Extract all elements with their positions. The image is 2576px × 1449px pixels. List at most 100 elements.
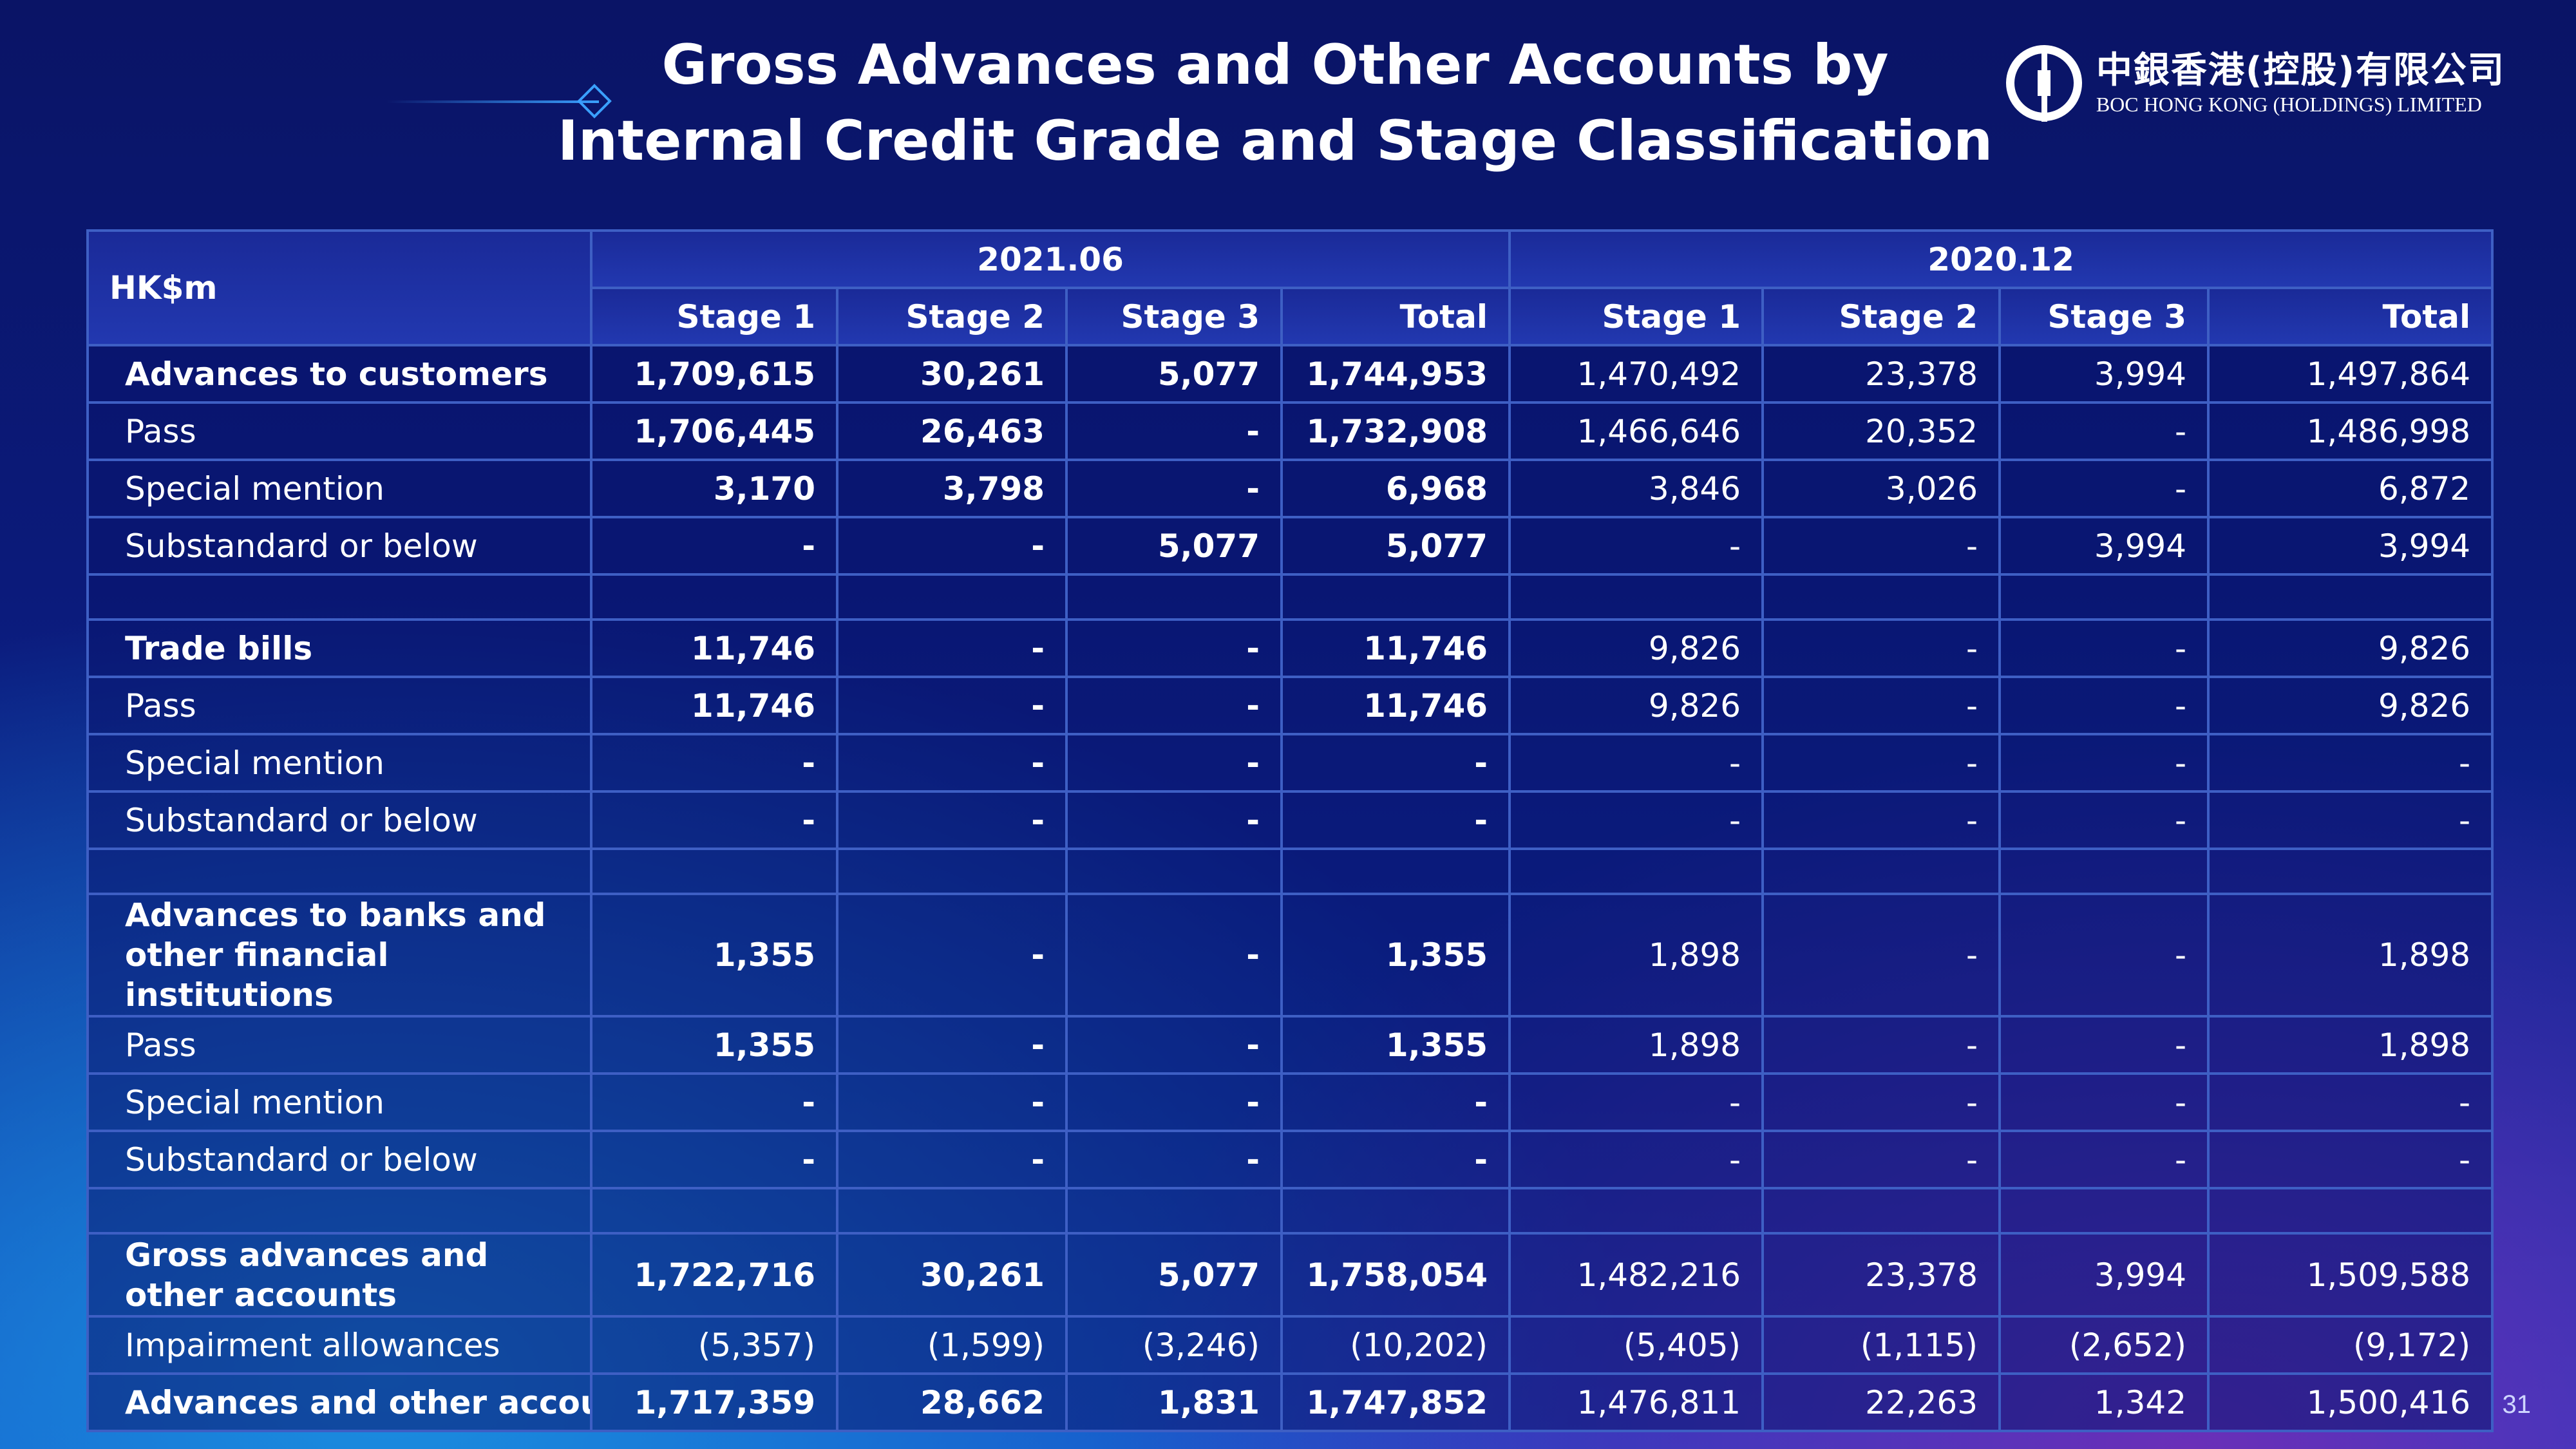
spacer-cell [2207,848,2494,895]
value-cell: - [1508,1072,1765,1132]
row-label: Special mention [86,733,592,793]
value-cell: 11,746 [1280,676,1511,735]
value-cell: - [1065,401,1283,461]
spacer-cell [2207,573,2494,621]
row-label: Pass [86,401,592,461]
value-cell: 1,706,445 [590,401,838,461]
value-cell: 23,378 [1761,1232,2002,1318]
value-cell: - [836,676,1068,735]
value-cell: - [1998,459,2210,518]
table-row: Impairment allowances (5,357) (1,599) (3,24… [86,1315,2494,1375]
value-cell: 3,798 [836,459,1068,518]
value-cell: 30,261 [836,344,1068,404]
value-cell: - [1761,1130,2002,1189]
value-cell: - [1998,618,2210,678]
value-cell: 9,826 [2207,618,2494,678]
table-row: Trade bills 11,746- -11,746 9,826- -9,826 [86,618,2494,678]
value-cell: 1,355 [1280,1015,1511,1075]
unit-header: HK$m [86,229,592,346]
spacer-row [86,1187,2494,1235]
value-cell: - [1065,1072,1283,1132]
row-label: Special mention [86,459,592,518]
row-label: Substandard or below [86,516,592,576]
spacer-cell [1508,573,1765,621]
value-cell: - [1998,790,2210,850]
value-cell: 3,026 [1761,459,2002,518]
value-cell: - [1761,733,2002,793]
row-label: Trade bills [86,618,592,678]
value-cell: 1,722,716 [590,1232,838,1318]
slide-title: Gross Advances and Other Accounts by Int… [0,27,2550,179]
value-cell: 1,500,416 [2207,1372,2494,1432]
value-cell: 1,747,852 [1280,1372,1511,1432]
value-cell: 3,994 [2207,516,2494,576]
value-cell: - [1761,1015,2002,1075]
value-cell: 3,170 [590,459,838,518]
value-cell: 1,898 [1508,1015,1765,1075]
spacer-cell [836,848,1068,895]
spacer-cell [1998,1187,2210,1235]
value-cell: - [1998,401,2210,461]
spacer-cell [1065,573,1283,621]
row-label: Advances and other accounts [86,1372,592,1432]
table-row: Special mention - - - - - - - - [86,733,2494,793]
value-cell: - [2207,1130,2494,1189]
value-cell: - [836,790,1068,850]
value-cell: - [1065,618,1283,678]
spacer-cell [836,1187,1068,1235]
table-row: Substandard or below - -5,077 5,077- -3,994 3… [86,516,2494,576]
value-cell: - [1280,733,1511,793]
table-row: Gross advances and other accounts 1,722,7… [86,1232,2494,1318]
table-row: Advances to customers 1,709,615 30,261 5,07… [86,344,2494,404]
value-cell: - [1761,893,2002,1018]
value-cell: - [836,733,1068,793]
value-cell: (2,652) [1998,1315,2210,1375]
value-cell: - [836,1015,1068,1075]
value-cell: - [836,1130,1068,1189]
value-cell: 1,509,588 [2207,1232,2494,1318]
row-label: Pass [86,1015,592,1075]
spacer-cell [590,848,838,895]
value-cell: 1,470,492 [1508,344,1765,404]
stage-header: Stage 1 [590,287,838,346]
value-cell: - [590,1130,838,1189]
value-cell: - [590,1072,838,1132]
slide-title-line-2: Internal Credit Grade and Stage Classifi… [557,109,1993,173]
spacer-cell [1280,848,1511,895]
value-cell: - [836,1072,1068,1132]
value-cell: - [1761,1072,2002,1132]
row-label: Gross advances and other accounts [86,1232,592,1318]
credit-grade-table: HK$m 2021.06 2020.12 Stage 1 Stage 2 Sta… [86,229,2494,1432]
row-label: Impairment allowances [86,1315,592,1375]
value-cell: (5,357) [590,1315,838,1375]
value-cell: 1,355 [1280,893,1511,1018]
stage-header: Total [1280,287,1511,346]
table-row: Pass 1,706,445 26,463-1,732,908 1,466,646 20… [86,401,2494,461]
value-cell: - [1508,790,1765,850]
table-row: Special mention 3,170 3,798-6,968 3,846 3,02… [86,459,2494,518]
period-header-2020-12: 2020.12 [1508,229,2494,289]
row-label: Substandard or below [86,790,592,850]
value-cell: 3,846 [1508,459,1765,518]
value-cell: 11,746 [590,676,838,735]
value-cell: 30,261 [836,1232,1068,1318]
value-cell: - [590,733,838,793]
spacer-cell [1280,1187,1511,1235]
value-cell: - [1065,790,1283,850]
value-cell: 5,077 [1065,516,1283,576]
decorative-line [386,100,599,103]
table-row: Advances and other accounts1,717,35928,6… [86,1372,2494,1432]
table-row: Pass 11,746- -11,746 9,826- -9,826 [86,676,2494,735]
value-cell: 1,355 [590,893,838,1018]
spacer-cell [86,848,592,895]
value-cell: 6,872 [2207,459,2494,518]
value-cell: - [1065,1015,1283,1075]
value-cell: - [1508,516,1765,576]
stage-header: Stage 1 [1508,287,1765,346]
value-cell: 26,463 [836,401,1068,461]
value-cell: - [1065,733,1283,793]
table-row: Special mention - - - - - - - - [86,1072,2494,1132]
value-cell: - [2207,1072,2494,1132]
page-number: 31 [2502,1390,2532,1419]
spacer-cell [86,573,592,621]
